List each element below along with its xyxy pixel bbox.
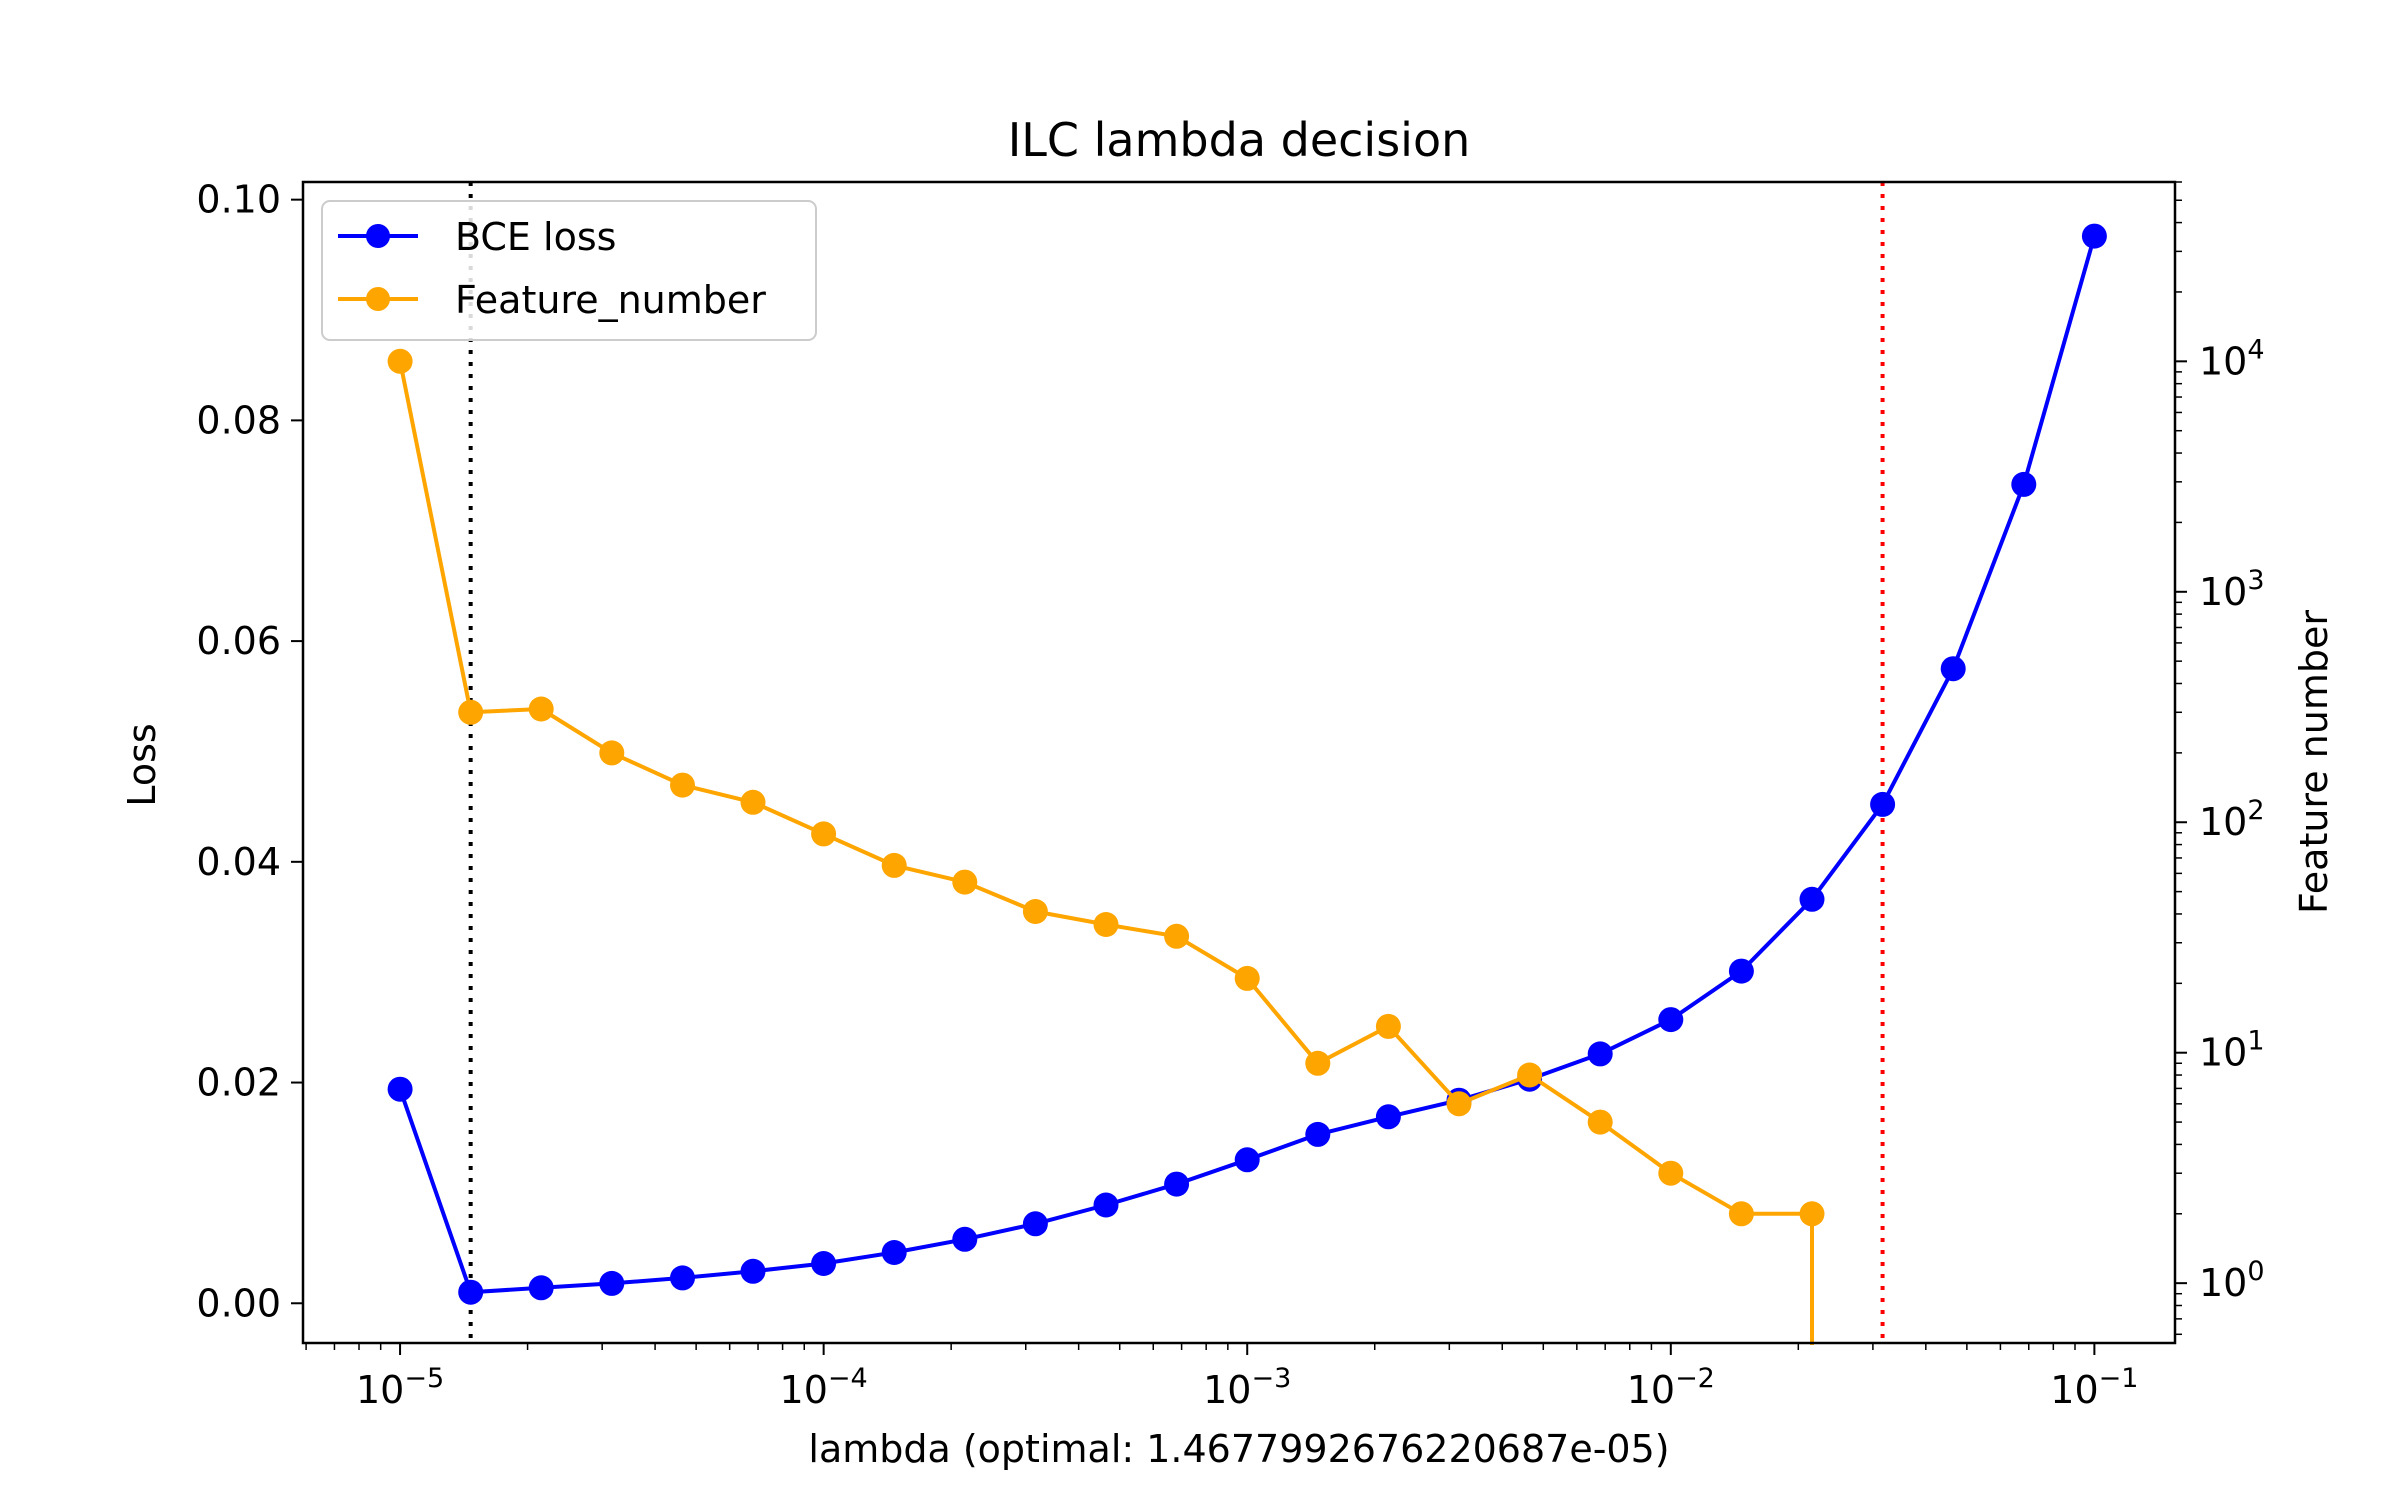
x-axis-label: lambda (optimal: 1.4677992676220687e-05) [808, 1427, 1669, 1471]
data-point [740, 789, 766, 815]
legend-marker-feature-number [366, 287, 390, 311]
data-point [2081, 223, 2107, 249]
data-point [1658, 1160, 1684, 1186]
legend: BCE loss Feature_number [321, 200, 817, 341]
y-tick-label: 0.00 [196, 1281, 281, 1325]
data-point [1799, 886, 1825, 912]
data-point [528, 1275, 554, 1301]
x-tick-label: 10−3 [1203, 1363, 1291, 1412]
data-point [1940, 656, 1966, 682]
data-point [1728, 958, 1754, 984]
y2-tick-label: 102 [2199, 795, 2265, 844]
y-tick-label: 0.06 [196, 619, 281, 663]
data-point [1093, 1192, 1119, 1218]
legend-label-feature-number: Feature_number [455, 278, 766, 322]
y2-tick-label: 101 [2199, 1026, 2265, 1075]
data-point [1658, 1007, 1684, 1033]
data-point [1375, 1013, 1401, 1039]
data-point [1587, 1041, 1613, 1067]
chart-title: ILC lambda decision [1008, 113, 1471, 167]
data-point [1587, 1109, 1613, 1135]
data-point [528, 696, 554, 722]
data-point [952, 869, 978, 895]
y-axis-right: 100 101 102 103 104 [2175, 181, 2265, 1336]
data-point [387, 348, 413, 374]
series-feature-number [387, 348, 1825, 1345]
data-point [458, 699, 484, 725]
x-axis: 10−5 10−4 10−3 10−2 10−1 [305, 1343, 2138, 1412]
data-point [1799, 1201, 1825, 1227]
data-point [2011, 471, 2037, 497]
y-tick-label: 0.08 [196, 398, 281, 442]
plot-frame [301, 180, 2177, 1345]
data-point [1870, 791, 1896, 817]
data-point [1446, 1091, 1472, 1117]
data-point [1234, 965, 1260, 991]
data-point [599, 740, 625, 766]
series-line [398, 360, 1814, 1345]
data-point [458, 1279, 484, 1305]
data-point [740, 1258, 766, 1284]
data-point [1022, 1211, 1048, 1237]
y2-tick-label: 104 [2199, 334, 2265, 383]
data-point [1728, 1201, 1754, 1227]
y2-axis-label: Feature number [2292, 610, 2336, 914]
y-axis-left: 0.00 0.02 0.04 0.06 0.08 0.10 [196, 178, 303, 1325]
data-point [1164, 923, 1190, 949]
legend-label-bce-loss: BCE loss [455, 215, 616, 259]
data-point [599, 1270, 625, 1296]
data-point [811, 821, 837, 847]
y-tick-label: 0.02 [196, 1061, 281, 1105]
x-tick-label: 10−5 [356, 1363, 444, 1412]
data-point [670, 1265, 695, 1291]
data-point [1375, 1104, 1401, 1130]
x-tick-label: 10−1 [2050, 1363, 2138, 1412]
reference-lines [468, 182, 1885, 1343]
series-layer [387, 223, 2107, 1345]
data-point [952, 1226, 978, 1252]
data-point [1093, 912, 1119, 937]
data-point [387, 1076, 413, 1102]
data-point [1234, 1147, 1260, 1173]
data-point [1164, 1171, 1190, 1197]
data-point [881, 1240, 907, 1265]
data-point [1517, 1062, 1543, 1088]
y-tick-label: 0.10 [196, 178, 281, 222]
x-tick-label: 10−2 [1627, 1363, 1715, 1412]
series-bce-loss [387, 223, 2107, 1305]
data-point [881, 852, 907, 878]
legend-box [321, 200, 817, 341]
y-tick-label: 0.04 [196, 840, 281, 884]
data-point [811, 1251, 837, 1276]
data-point [1305, 1121, 1331, 1147]
data-point [1022, 899, 1048, 924]
y2-tick-label: 100 [2199, 1256, 2265, 1305]
data-point [670, 772, 695, 798]
x-tick-label: 10−4 [780, 1363, 868, 1412]
legend-marker-bce-loss [366, 224, 390, 248]
data-point [1305, 1050, 1331, 1076]
y2-tick-label: 103 [2199, 565, 2265, 614]
y-axis-label: Loss [120, 723, 164, 806]
